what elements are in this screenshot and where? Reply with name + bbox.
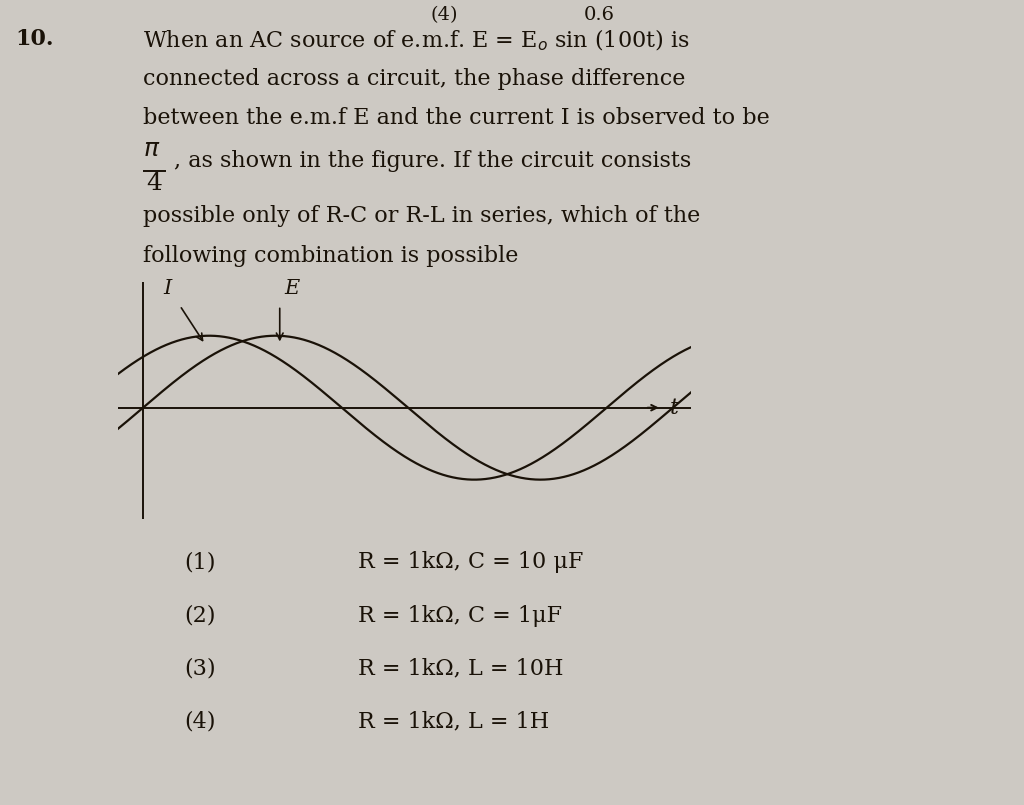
Text: possible only of R-C or R-L in series, which of the: possible only of R-C or R-L in series, w… [143, 205, 700, 227]
Text: (3): (3) [184, 658, 216, 679]
Text: R = 1kΩ, L = 10H: R = 1kΩ, L = 10H [358, 658, 564, 679]
Text: 10.: 10. [15, 28, 54, 50]
Text: (4): (4) [184, 711, 216, 733]
Text: E: E [284, 279, 299, 299]
Text: following combination is possible: following combination is possible [143, 245, 519, 266]
Text: , as shown in the figure. If the circuit consists: , as shown in the figure. If the circuit… [174, 150, 691, 172]
Text: between the e.m.f E and the current I is observed to be: between the e.m.f E and the current I is… [143, 107, 770, 129]
Text: When an AC source of e.m.f. E = E$_o$ sin (100t) is: When an AC source of e.m.f. E = E$_o$ si… [143, 28, 690, 53]
Text: $\pi$: $\pi$ [143, 138, 161, 162]
Text: (2): (2) [184, 605, 216, 626]
Text: R = 1kΩ, C = 1μF: R = 1kΩ, C = 1μF [358, 605, 562, 626]
Text: connected across a circuit, the phase difference: connected across a circuit, the phase di… [143, 68, 686, 89]
Text: (4): (4) [430, 6, 458, 23]
Text: (1): (1) [184, 551, 216, 573]
Text: t: t [670, 397, 679, 419]
Text: 0.6: 0.6 [584, 6, 614, 23]
Text: I: I [163, 279, 171, 299]
Text: R = 1kΩ, C = 10 μF: R = 1kΩ, C = 10 μF [358, 551, 584, 573]
Text: 4: 4 [146, 172, 163, 196]
Text: R = 1kΩ, L = 1H: R = 1kΩ, L = 1H [358, 711, 550, 733]
